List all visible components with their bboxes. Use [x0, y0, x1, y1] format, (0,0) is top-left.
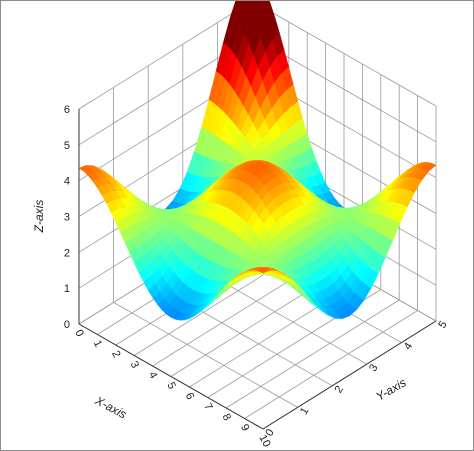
y-tick-label: 0 [263, 427, 276, 439]
x-tick-label: 4 [146, 370, 159, 381]
grid-line [251, 1, 437, 107]
surface-layer [78, 1, 437, 321]
x-tick-label: 0 [72, 328, 85, 339]
z-tick-label: 2 [64, 247, 70, 259]
y-axis-line [262, 320, 437, 430]
axes-layer [78, 109, 437, 430]
surface-patch [257, 267, 271, 274]
x-tick-label: 5 [164, 380, 177, 391]
grid-line [113, 302, 298, 408]
x-axis-line [78, 323, 264, 430]
y-tick-label: 4 [402, 341, 415, 353]
y-tick-label: 5 [436, 319, 449, 331]
x-tick-label: 6 [183, 391, 196, 402]
x-tick-label: 8 [220, 412, 233, 423]
z-tick-label: 3 [64, 212, 70, 224]
z-tick-label: 6 [64, 104, 70, 116]
x-axis-title: X-axis [92, 393, 129, 421]
y-tick-label: 2 [333, 384, 346, 396]
x-tick-label: 2 [109, 349, 122, 360]
y-tick-label: 3 [367, 362, 380, 374]
y-axis-title: Y-axis [373, 375, 408, 403]
x-tick-label: 3 [128, 359, 141, 370]
grid-line [225, 299, 400, 409]
z-tick-label: 5 [64, 140, 70, 152]
x-tick-label: 10 [256, 433, 272, 449]
z-tick-label: 1 [64, 283, 70, 295]
y-tick-label: 1 [298, 405, 311, 417]
x-tick-label: 7 [201, 401, 214, 412]
grid-line [78, 1, 253, 110]
z-tick-label: 4 [64, 176, 70, 188]
x-tick-label: 1 [91, 338, 104, 349]
z-axis-title: Z-axis [32, 200, 46, 234]
z-tick-label: 0 [64, 319, 70, 331]
grid-line [244, 310, 418, 419]
x-tick-label: 9 [238, 422, 251, 433]
